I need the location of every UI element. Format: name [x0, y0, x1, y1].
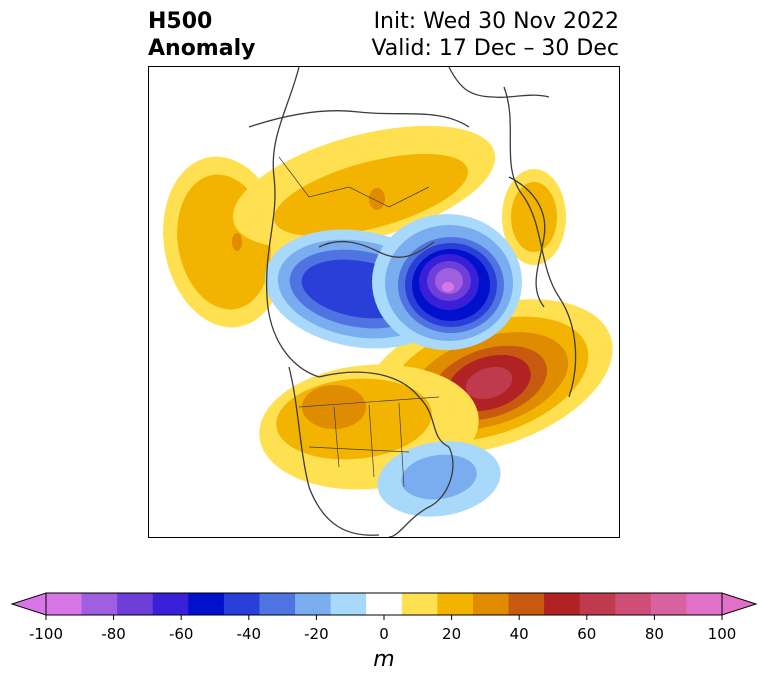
colorbar-tick-label: -80: [101, 625, 126, 643]
colorbar-tick-label: 80: [644, 625, 664, 643]
coastlines: [248, 67, 577, 537]
coastline-siberia: [248, 110, 470, 128]
colorbar-tick-label: -40: [236, 625, 262, 643]
colorbar-tick-label: -20: [304, 625, 329, 643]
colorbar-tick-label: 40: [509, 625, 529, 643]
colorbar-bin: [117, 593, 154, 615]
colorbar-bin: [686, 593, 723, 615]
anomaly-map: [149, 67, 619, 537]
colorbar-bin: [188, 593, 225, 615]
colorbar-tick-label: 0: [379, 625, 389, 643]
colorbar-tick-label: 60: [577, 625, 597, 643]
title-variable: H500: [148, 9, 213, 34]
coastline-arctic-islands: [318, 240, 435, 258]
colorbar-tick-label: -60: [168, 625, 194, 643]
colorbar-bin: [508, 593, 545, 615]
init-time-label: Init: Wed 30 Nov 2022: [373, 9, 619, 34]
colorbar-bin: [81, 593, 118, 615]
colorbar-bin: [544, 593, 581, 615]
colorbar-bin: [472, 593, 510, 615]
colorbar-bin: [401, 593, 438, 615]
siberia-borders: [278, 156, 430, 208]
colorbar-bin: [295, 593, 332, 615]
country-borders: [278, 156, 440, 488]
colorbar-unit-label: m: [373, 647, 395, 672]
title-field-type: Anomaly: [148, 36, 256, 61]
coastline-east-asia: [508, 176, 546, 308]
colorbar-bin: [615, 593, 652, 615]
colorbar-tick-label: 100: [707, 625, 737, 643]
colorbar: m -100 -80 -60 -40 -20 0 20 40 60 80 100: [0, 585, 768, 684]
colorbar-bin: [259, 593, 296, 615]
colorbar-bin: [366, 593, 403, 615]
coastline-atlantic-na: [388, 446, 454, 537]
state-borders: [308, 402, 410, 488]
colorbar-bin: [330, 593, 367, 615]
coastline-west: [265, 67, 320, 378]
title-left: H500 Anomaly: [148, 8, 255, 62]
coastline-greenland: [503, 86, 577, 398]
colorbar-bin: [223, 593, 260, 615]
valid-period-label: Valid: 17 Dec – 30 Dec: [371, 36, 619, 61]
colorbar-extend-high: [721, 592, 758, 616]
trough-southeast-us: [377, 441, 501, 517]
border-us-canada: [298, 396, 440, 408]
colorbar-bin: [46, 593, 83, 615]
coastline-pacific-na: [288, 366, 380, 536]
trough-arctic-greenland: [372, 214, 522, 350]
colorbar-bin: [152, 593, 189, 615]
coastline-europe: [448, 67, 550, 99]
colorbar-tick-label: 20: [442, 625, 462, 643]
title-right: Init: Wed 30 Nov 2022 Valid: 17 Dec – 30…: [371, 8, 619, 62]
map-panel: [148, 66, 620, 538]
colorbar-svg: [10, 592, 758, 620]
coastline-hudson: [318, 371, 450, 448]
colorbar-extend-low: [10, 592, 47, 616]
colorbar-bin: [650, 593, 687, 615]
colorbar-bin: [437, 593, 474, 615]
colorbar-bin: [579, 593, 616, 615]
colorbar-tick-label: -100: [28, 625, 64, 643]
